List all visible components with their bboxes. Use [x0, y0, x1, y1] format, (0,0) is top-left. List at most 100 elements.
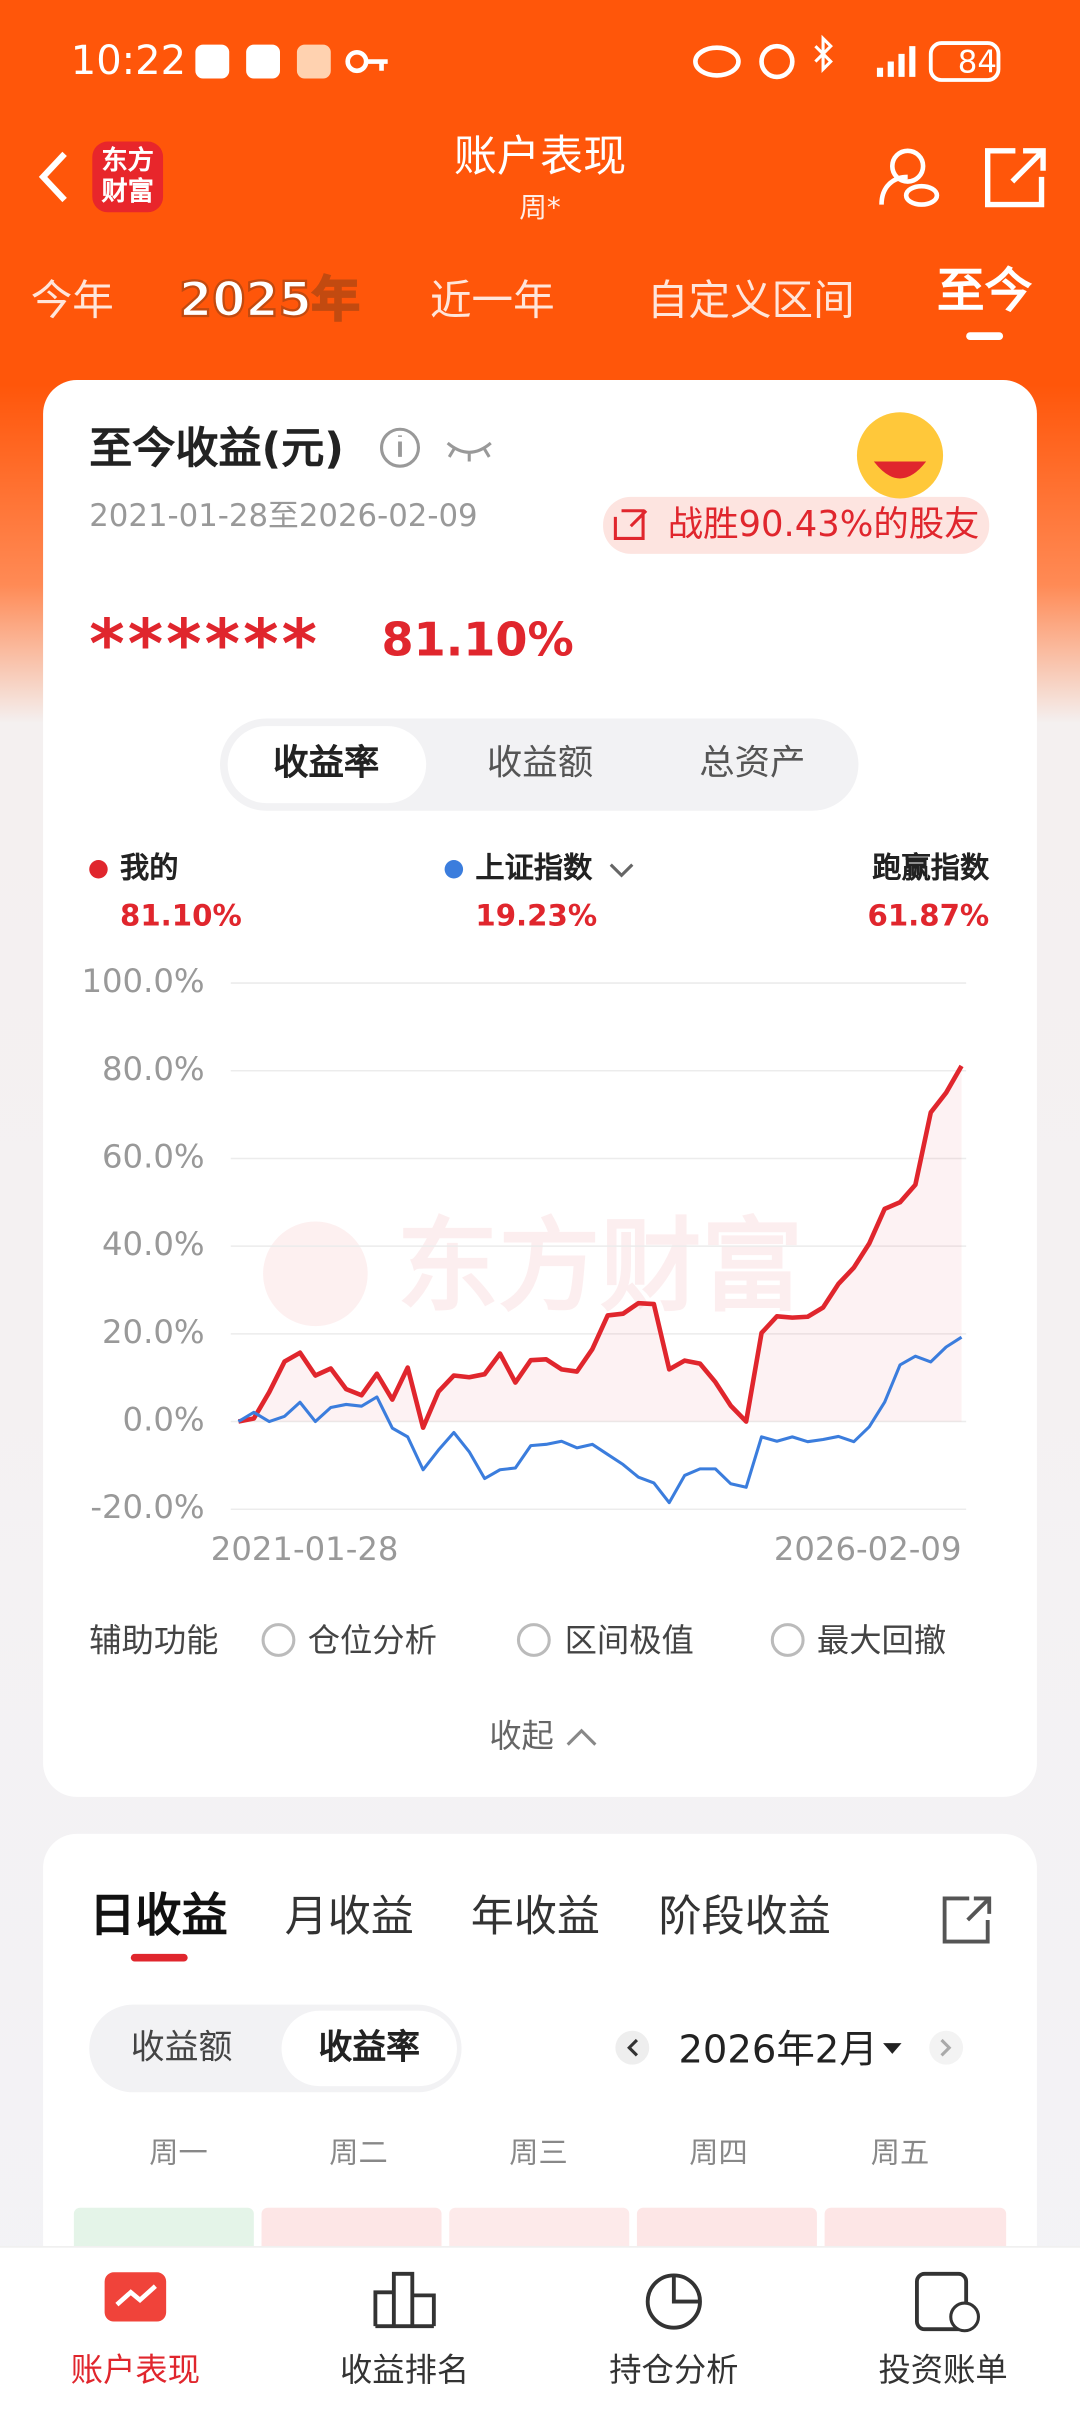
nav-item[interactable]: 收益排名 — [339, 2351, 470, 2389]
period-tab[interactable]: 今年 — [30, 277, 114, 326]
period-tab[interactable]: 2025年 — [178, 273, 361, 329]
hide-icon[interactable] — [446, 441, 492, 462]
app-icon — [195, 44, 230, 79]
nav-icon[interactable] — [373, 2271, 436, 2329]
period-tab[interactable]: 至今 — [936, 263, 1033, 320]
back-icon[interactable] — [38, 151, 67, 203]
weekday: 周三 — [509, 2136, 568, 2170]
earnings-tab[interactable]: 月收益 — [284, 1890, 414, 1942]
nav-icon — [115, 2284, 157, 2307]
legend-value: 61.87% — [867, 899, 990, 934]
mode-option[interactable]: 收益率 — [273, 743, 380, 784]
radio[interactable] — [770, 1623, 805, 1657]
info-icon[interactable] — [379, 427, 420, 468]
tool-option[interactable]: 仓位分析 — [307, 1622, 437, 1660]
legend-name: 我的 — [119, 851, 179, 886]
month[interactable]: 2026年2月 — [678, 2026, 878, 2072]
legend-dot — [89, 859, 108, 879]
y-tick-label: 80.0% — [102, 1050, 205, 1088]
y-tick-label: -20.0% — [90, 1488, 204, 1526]
battery-level: 84 — [957, 43, 997, 80]
watermark: 东方财富 — [397, 1208, 803, 1326]
user-icon[interactable] — [889, 148, 926, 184]
legend-value: 81.10% — [119, 899, 242, 934]
total-return: 81.10% — [381, 613, 574, 668]
month-dropdown[interactable] — [883, 2043, 902, 2054]
radio[interactable] — [516, 1623, 551, 1657]
period-tab[interactable]: 近一年 — [429, 277, 555, 326]
series-line — [238, 1064, 964, 1430]
page-subtitle: 周* — [519, 192, 561, 225]
nav-item[interactable]: 持仓分析 — [609, 2351, 739, 2389]
y-tick-label: 0.0% — [123, 1401, 205, 1439]
battery — [928, 41, 1001, 82]
alarm-icon — [759, 43, 795, 80]
weekday: 周一 — [149, 2136, 208, 2170]
bt-icon — [814, 34, 833, 73]
earnings-tab[interactable]: 阶段收益 — [658, 1890, 831, 1942]
logo-bg — [92, 141, 164, 213]
tools-label: 辅助功能 — [89, 1622, 219, 1660]
summary-title: 至今收益(元) — [89, 423, 345, 474]
y-tick-label: 20.0% — [102, 1313, 205, 1351]
header-icons — [38, 34, 1046, 340]
prev-month[interactable] — [615, 2030, 650, 2065]
nav-icons — [104, 2271, 980, 2333]
legend-name: 跑赢指数 — [872, 851, 990, 886]
legend-name[interactable]: 上证指数 — [475, 851, 593, 886]
nav-item[interactable]: 账户表现 — [70, 2351, 200, 2389]
user-icon — [903, 183, 940, 207]
share-icon[interactable] — [984, 148, 1046, 208]
weekday: 周二 — [329, 2136, 388, 2170]
earn-mode[interactable]: 收益额 — [130, 2029, 233, 2068]
mode-selected — [227, 726, 427, 804]
nav-icon — [671, 2275, 700, 2304]
chart: 东方财富 -20.0% 0.0% 20.0% 40.0% 60.0% 80.0% 100.0… — [81, 412, 967, 1746]
earnings-tab[interactable]: 日收益 — [89, 1889, 228, 1944]
eye-icon — [693, 45, 741, 78]
earn-icons — [615, 1896, 992, 2065]
x-tick-label: 2021-01-28 — [211, 1530, 399, 1568]
hidden-amount: ****** — [89, 606, 321, 685]
earn-selected — [281, 2010, 457, 2087]
y-tick-label: 40.0% — [102, 1225, 205, 1263]
x-tick-label: 2026-02-09 — [774, 1530, 962, 1568]
rank-icon — [613, 509, 648, 540]
mode-option[interactable]: 总资产 — [699, 743, 806, 784]
y-tick-label: 60.0% — [102, 1137, 205, 1175]
nav-icon — [949, 2301, 980, 2333]
period-tab[interactable]: 自定义区间 — [646, 277, 855, 326]
legend-dropdown[interactable] — [609, 863, 634, 878]
series-line — [237, 1335, 963, 1505]
tab-indicator — [966, 332, 1004, 340]
app-icon — [296, 44, 331, 79]
user-icon — [879, 174, 908, 205]
page-title: 账户表现 — [453, 130, 627, 182]
mode-option[interactable]: 收益额 — [486, 743, 594, 784]
weekday: 周五 — [870, 2136, 930, 2170]
share-icon[interactable] — [942, 1896, 992, 1944]
signal — [876, 46, 916, 77]
prev-month — [627, 2038, 639, 2057]
key-icon — [345, 49, 369, 74]
nav-item[interactable]: 投资账单 — [878, 2351, 1008, 2389]
collapse[interactable]: 收起 — [489, 1717, 554, 1755]
emoji — [856, 412, 944, 499]
earnings-tab[interactable]: 年收益 — [470, 1890, 601, 1942]
nav-icon[interactable] — [914, 2271, 969, 2332]
tool-option[interactable]: 区间极值 — [564, 1622, 694, 1660]
tool-option[interactable]: 最大回撤 — [816, 1622, 947, 1660]
next-month[interactable] — [929, 2030, 964, 2065]
legend-value: 19.23% — [475, 899, 598, 934]
date-range: 2021-01-28至2026-02-09 — [89, 496, 478, 534]
emoji — [873, 461, 927, 479]
next-month — [940, 2038, 952, 2057]
y-tick-label: 100.0% — [81, 962, 204, 1000]
radio[interactable] — [261, 1623, 296, 1657]
app-icon — [246, 44, 280, 79]
earn-mode[interactable]: 收益率 — [318, 2029, 421, 2068]
rank-pill[interactable] — [603, 496, 990, 554]
collapse-icon[interactable] — [566, 1728, 597, 1746]
rank-text[interactable]: 战胜90.43%的股友 — [667, 505, 980, 546]
